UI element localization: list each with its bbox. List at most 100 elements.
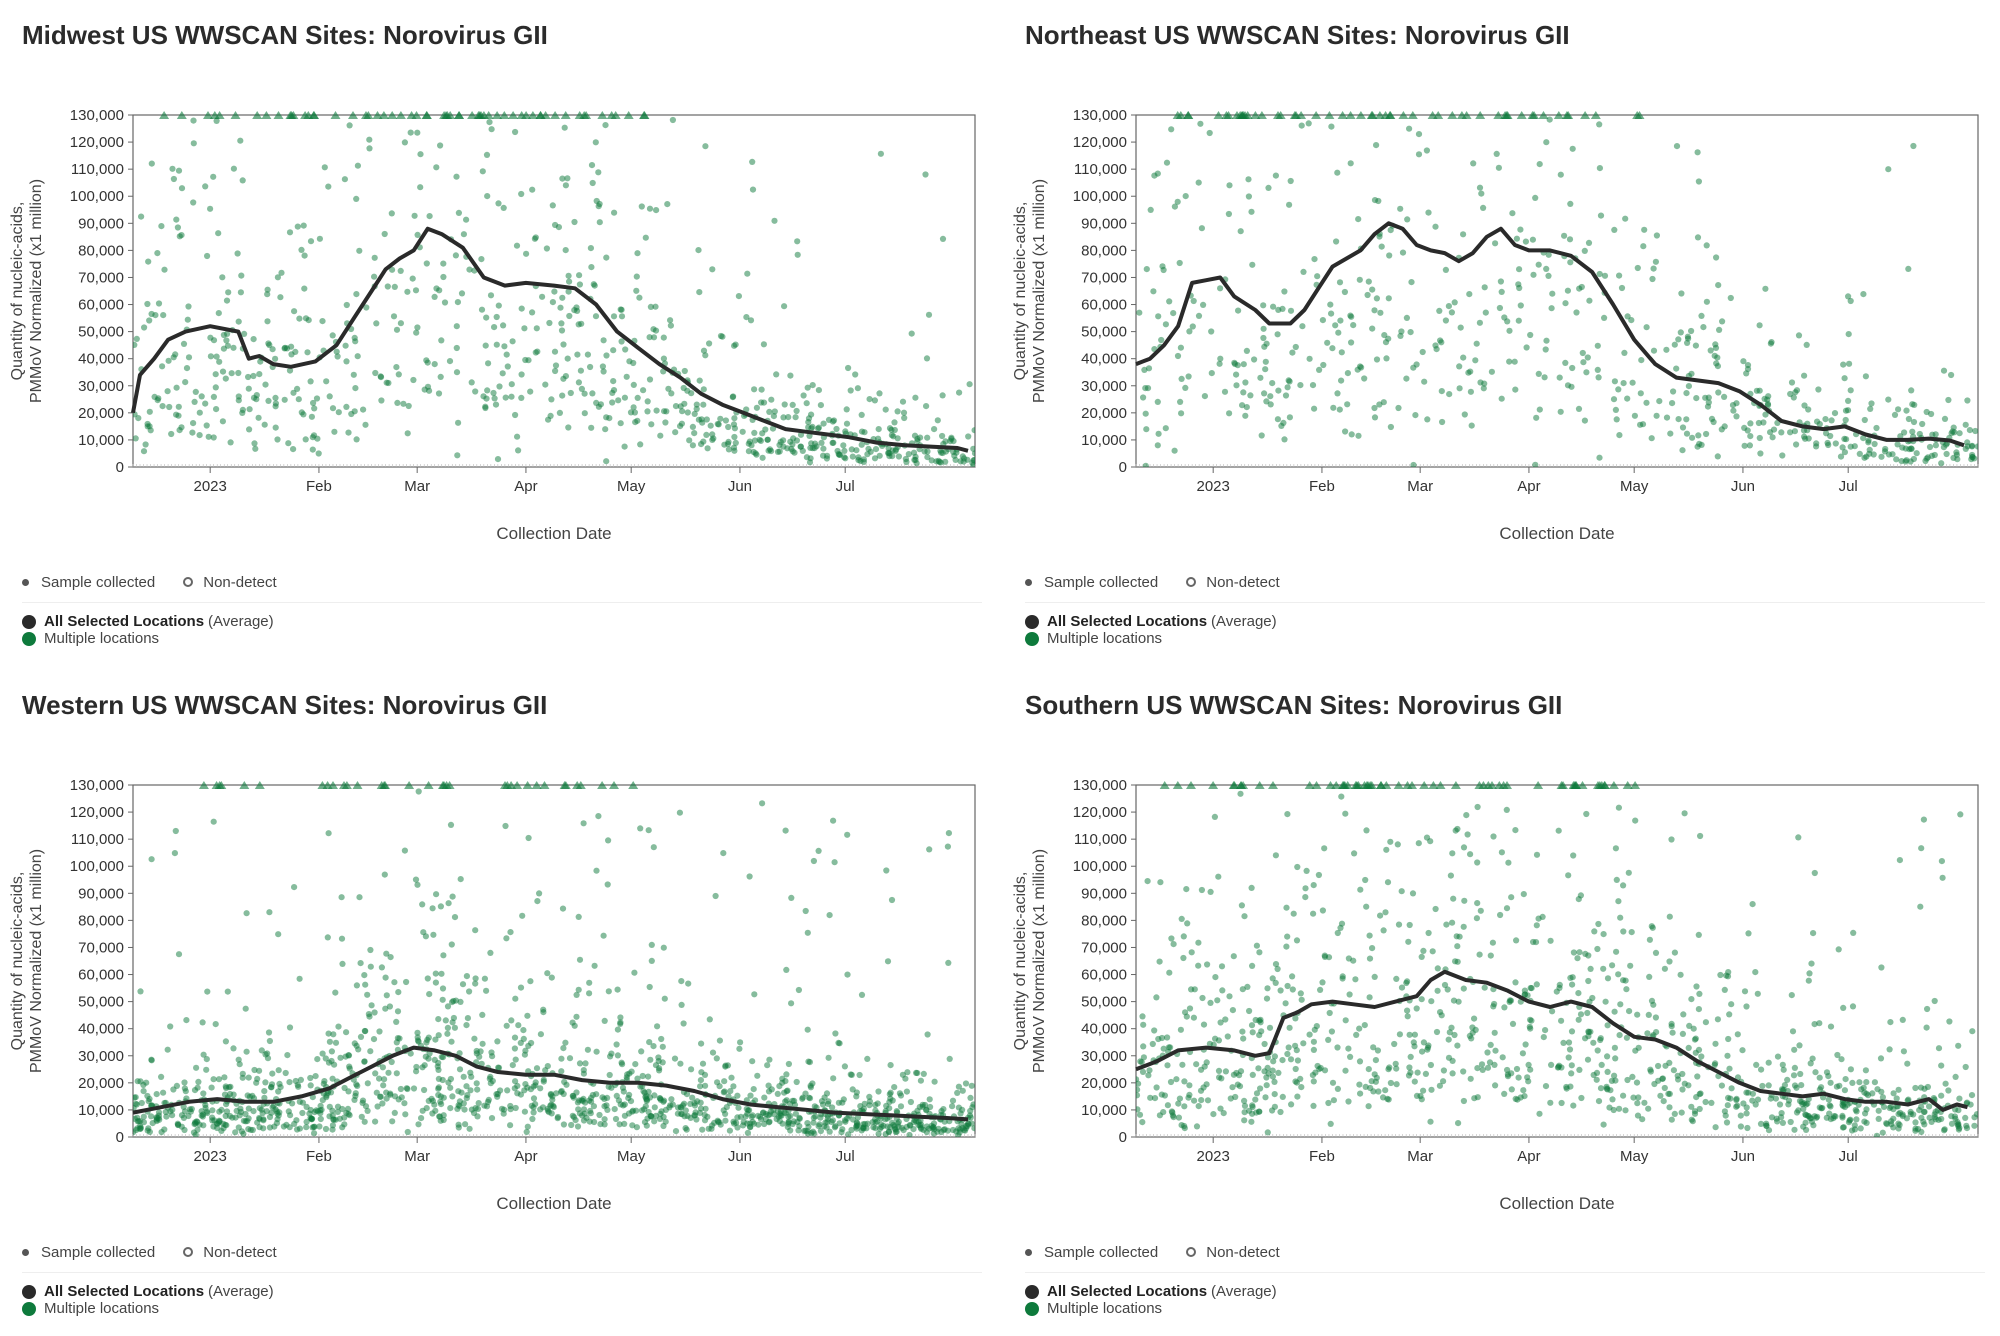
legend-multiple-locations[interactable]: Multiple locations bbox=[22, 1300, 982, 1317]
sample-point bbox=[897, 1103, 905, 1110]
average-line[interactable] bbox=[132, 1045, 969, 1122]
sample-point bbox=[617, 420, 624, 427]
sample-point bbox=[1419, 348, 1426, 356]
chart-legend: Sample collected Non-detect All Selected… bbox=[1025, 570, 1985, 647]
sample-point bbox=[1652, 258, 1659, 265]
sample-point bbox=[282, 344, 289, 351]
sample-point bbox=[894, 435, 901, 442]
chart-legend: Sample collected Non-detect All Selected… bbox=[22, 1240, 982, 1317]
above-range-marker bbox=[230, 111, 241, 119]
sample-point bbox=[1685, 335, 1692, 342]
sample-point bbox=[825, 1054, 832, 1061]
sample-point bbox=[533, 325, 540, 332]
sample-point bbox=[1671, 1110, 1678, 1117]
chart-plot-southern[interactable]: 010,00020,00030,00040,00050,00060,00070,… bbox=[1003, 670, 1993, 1230]
sample-point bbox=[1333, 238, 1340, 245]
sample-point bbox=[626, 1091, 633, 1098]
above-range-marker bbox=[1355, 111, 1366, 119]
sample-point bbox=[780, 414, 787, 421]
sample-point bbox=[1256, 1108, 1263, 1115]
legend-sample-collected[interactable]: Sample collected bbox=[22, 1244, 155, 1261]
average-line[interactable] bbox=[131, 226, 969, 453]
sample-point bbox=[1598, 1061, 1605, 1068]
legend-sample-collected[interactable]: Sample collected bbox=[1025, 574, 1158, 591]
sample-point bbox=[1180, 954, 1187, 962]
sample-point bbox=[669, 116, 677, 124]
sample-point bbox=[1769, 434, 1776, 441]
sample-point bbox=[1207, 888, 1214, 895]
above-range-marker bbox=[261, 111, 272, 119]
sample-point bbox=[1823, 1069, 1831, 1076]
y-tick-label: 130,000 bbox=[1073, 777, 1127, 794]
sample-point bbox=[170, 354, 177, 361]
sample-point bbox=[439, 985, 447, 992]
sample-point bbox=[453, 323, 460, 330]
sample-point bbox=[167, 1108, 174, 1115]
sample-point bbox=[165, 357, 172, 364]
sample-point bbox=[362, 981, 369, 988]
sample-point bbox=[588, 264, 595, 271]
chart-plot-northeast[interactable]: 010,00020,00030,00040,00050,00060,00070,… bbox=[1003, 0, 1993, 560]
sample-point bbox=[1338, 793, 1345, 800]
legend-average[interactable]: All Selected Locations (Average) bbox=[22, 1283, 982, 1300]
legend-sample-collected[interactable]: Sample collected bbox=[22, 574, 155, 591]
sample-point bbox=[1222, 1068, 1229, 1075]
sample-point bbox=[166, 403, 173, 411]
above-range-marker bbox=[1398, 111, 1409, 119]
legend-average[interactable]: All Selected Locations (Average) bbox=[22, 613, 982, 630]
sample-point bbox=[383, 950, 390, 957]
sample-point bbox=[610, 378, 617, 385]
sample-point bbox=[1474, 900, 1481, 907]
sample-point bbox=[1170, 310, 1177, 317]
legend-multiple-locations[interactable]: Multiple locations bbox=[22, 630, 982, 647]
sample-point bbox=[1489, 939, 1496, 946]
sample-point bbox=[745, 448, 753, 455]
sample-point bbox=[1456, 933, 1463, 940]
sample-point bbox=[292, 1077, 299, 1085]
sample-point bbox=[202, 400, 209, 407]
sample-point bbox=[1180, 933, 1187, 940]
sample-point bbox=[695, 416, 703, 423]
legend-non-detect[interactable]: Non-detect bbox=[1186, 574, 1280, 591]
sample-point bbox=[614, 1026, 622, 1033]
sample-point bbox=[1282, 1000, 1289, 1007]
sample-point bbox=[624, 1071, 631, 1078]
average-line[interactable] bbox=[1135, 221, 1965, 448]
y-tick-label: 110,000 bbox=[1074, 831, 1127, 848]
sample-point bbox=[632, 1061, 639, 1068]
sample-point bbox=[689, 1094, 696, 1101]
locations-dot-icon bbox=[1025, 631, 1039, 646]
sample-point bbox=[1594, 366, 1601, 373]
sample-point bbox=[1822, 416, 1829, 423]
sample-point bbox=[1368, 1078, 1375, 1085]
legend-multiple-locations[interactable]: Multiple locations bbox=[1025, 630, 1985, 647]
above-range-marker bbox=[1221, 111, 1232, 119]
sample-point bbox=[887, 1089, 894, 1096]
above-range-marker bbox=[198, 781, 209, 789]
sample-point bbox=[515, 1022, 522, 1029]
sample-point bbox=[464, 1015, 471, 1022]
sample-point bbox=[384, 283, 391, 290]
sample-point bbox=[1136, 1106, 1141, 1113]
sample-point bbox=[1621, 349, 1628, 356]
chart-plot-midwest[interactable]: 010,00020,00030,00040,00050,00060,00070,… bbox=[0, 0, 990, 560]
sample-point bbox=[530, 1095, 538, 1102]
legend-non-detect[interactable]: Non-detect bbox=[183, 1244, 277, 1261]
x-tick-label: Feb bbox=[306, 1148, 332, 1165]
sample-point bbox=[1175, 1100, 1182, 1107]
chart-plot-western[interactable]: 010,00020,00030,00040,00050,00060,00070,… bbox=[0, 670, 990, 1230]
sample-point bbox=[1814, 418, 1821, 425]
sample-point bbox=[1371, 414, 1379, 421]
sample-point bbox=[504, 1087, 511, 1094]
sample-point bbox=[1633, 1079, 1641, 1086]
sample-point bbox=[577, 367, 585, 374]
sample-point bbox=[646, 205, 654, 212]
sample-point bbox=[1395, 404, 1402, 412]
sample-point bbox=[1357, 363, 1364, 370]
sample-point bbox=[1850, 929, 1857, 936]
sample-point bbox=[749, 1058, 756, 1065]
legend-non-detect[interactable]: Non-detect bbox=[183, 574, 277, 591]
sample-point bbox=[1721, 423, 1728, 430]
sample-point bbox=[1668, 1116, 1675, 1123]
legend-average[interactable]: All Selected Locations (Average) bbox=[1025, 613, 1985, 630]
